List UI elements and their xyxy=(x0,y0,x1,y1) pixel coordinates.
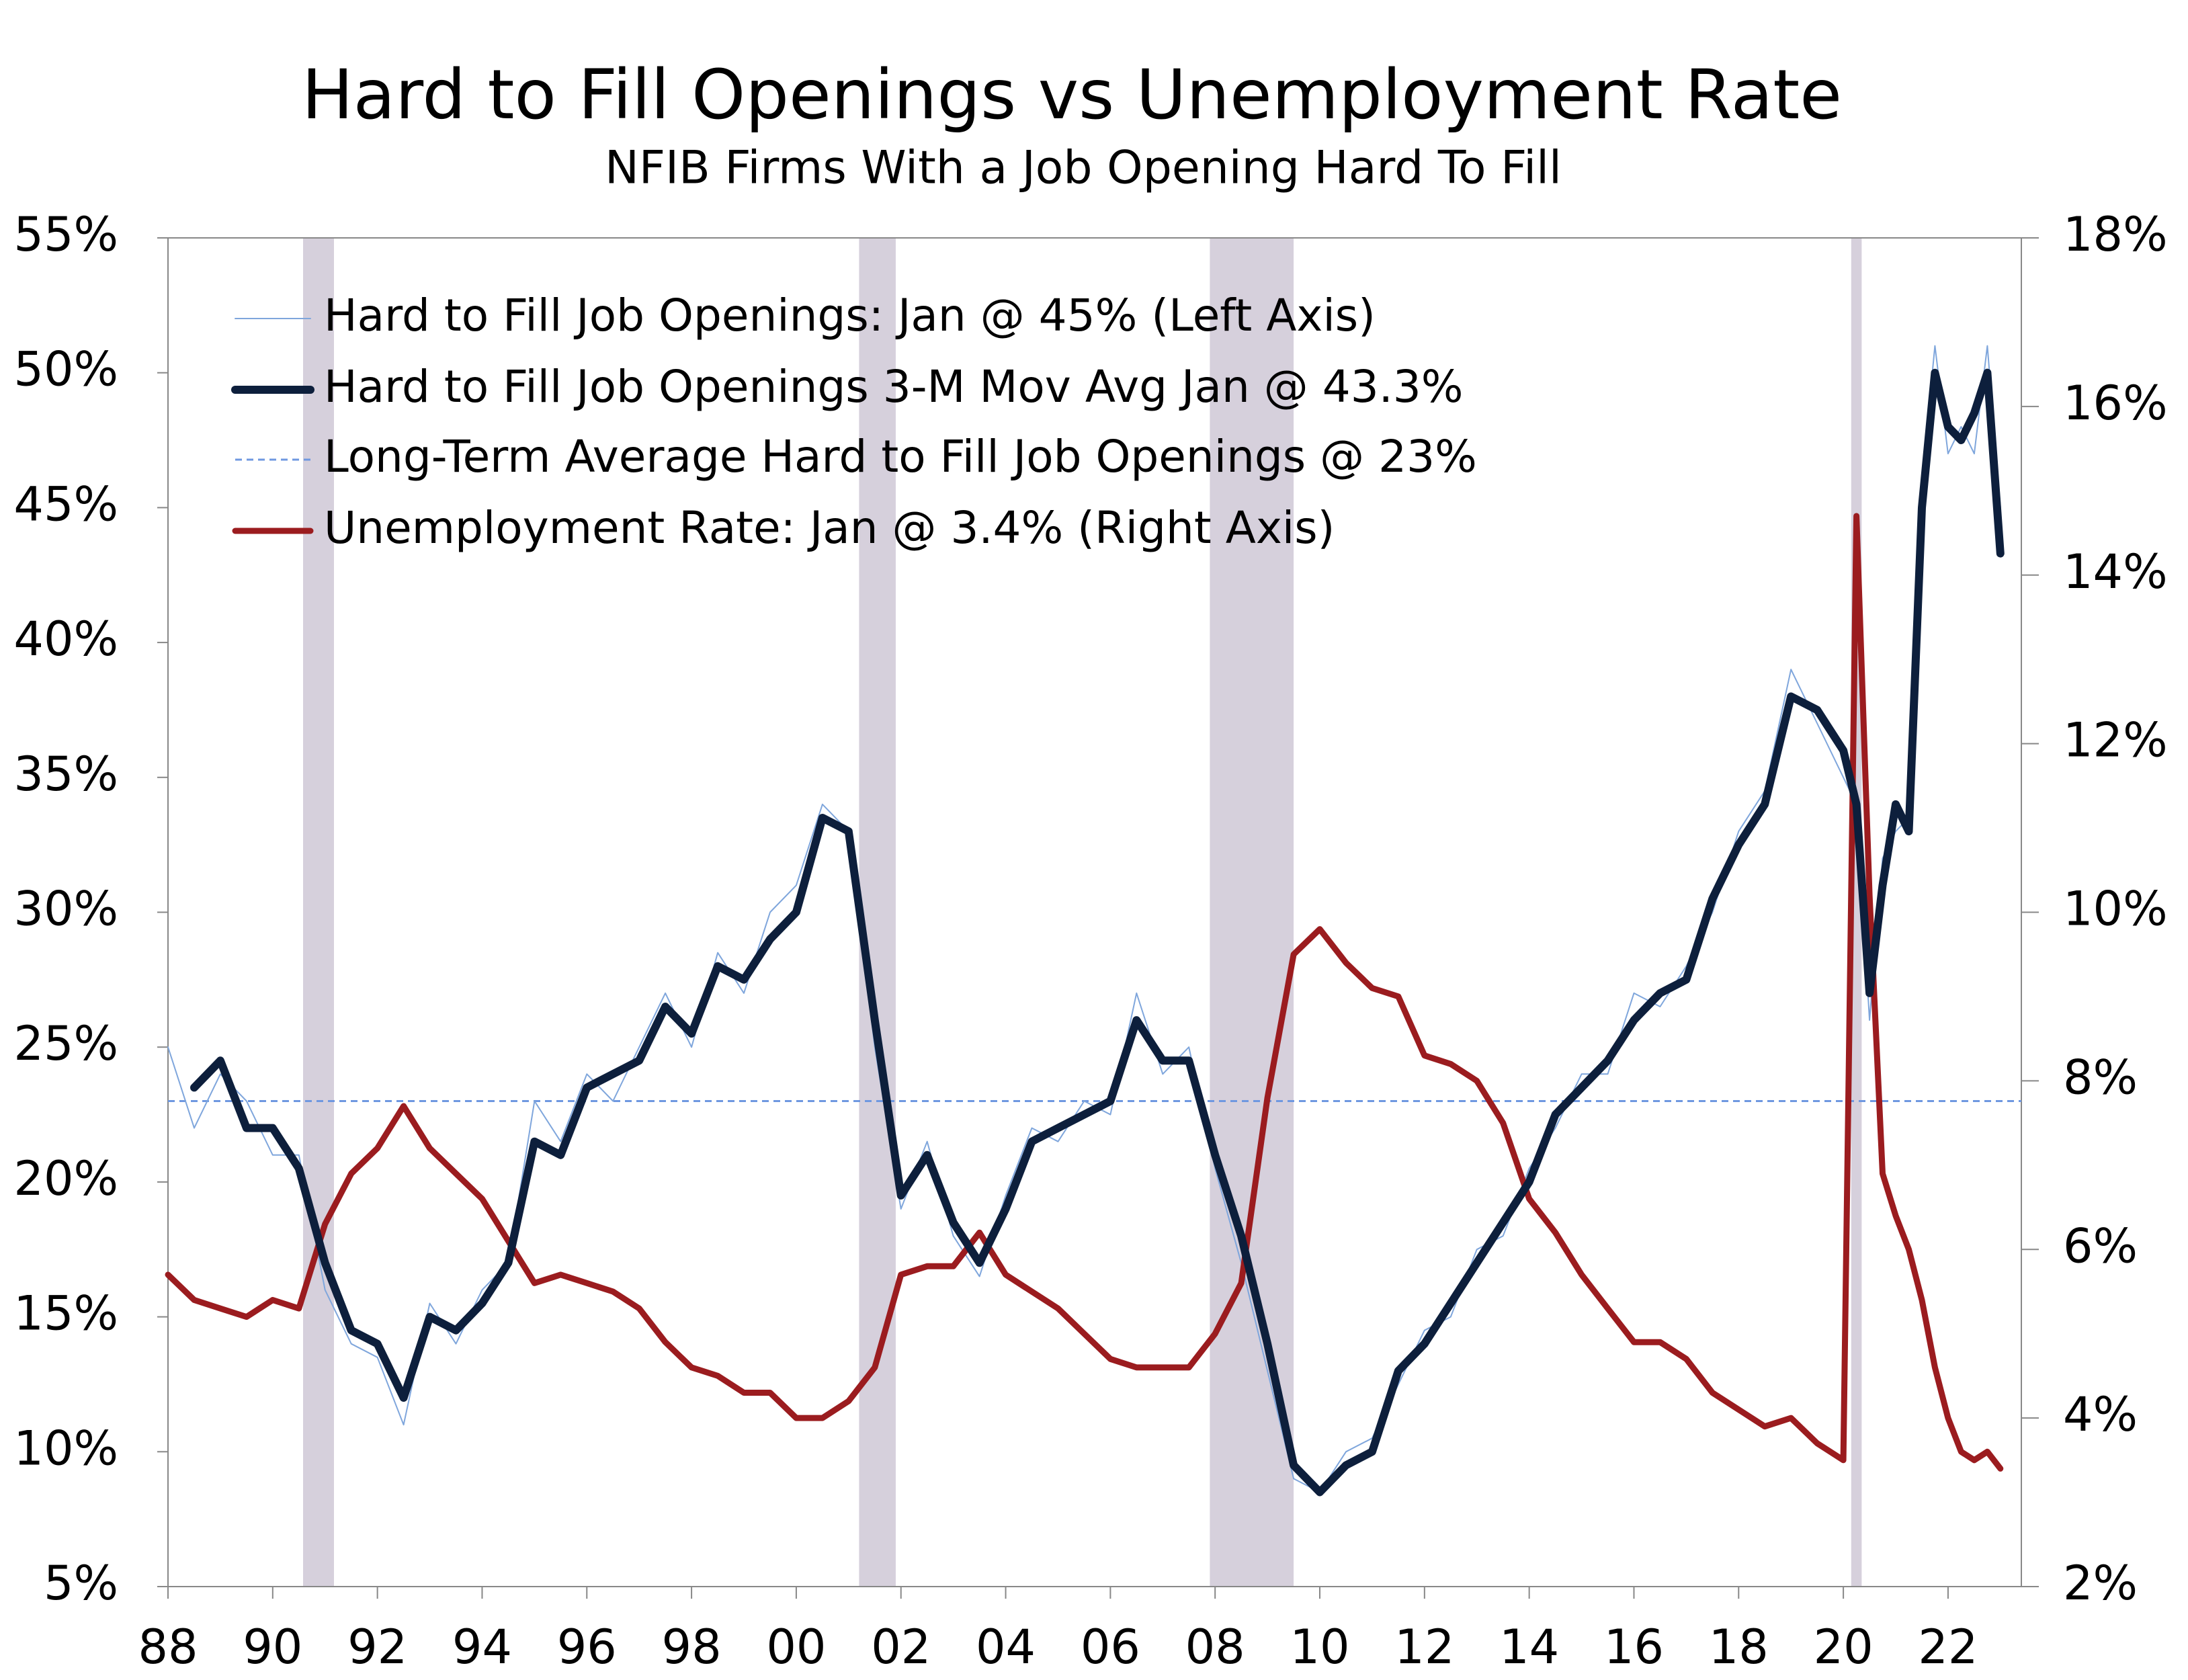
y-tick-label: 5% xyxy=(44,1556,118,1611)
x-tick-label: 06 xyxy=(1081,1620,1140,1675)
y2-tick-label: 8% xyxy=(2063,1050,2138,1105)
x-tick-label: 08 xyxy=(1185,1620,1245,1675)
legend-label: Unemployment Rate: Jan @ 3.4% (Right Axi… xyxy=(324,502,1335,554)
x-tick-label: 96 xyxy=(557,1620,617,1675)
legend-label: Long-Term Average Hard to Fill Job Openi… xyxy=(324,431,1477,482)
y2-tick-label: 10% xyxy=(2063,882,2168,937)
x-tick-label: 98 xyxy=(662,1620,722,1675)
recession-band xyxy=(303,238,334,1587)
x-tick-label: 92 xyxy=(347,1620,407,1675)
y2-tick-label: 14% xyxy=(2063,544,2168,599)
x-tick-label: 10 xyxy=(1290,1620,1349,1675)
legend-label: Hard to Fill Job Openings 3-M Mov Avg Ja… xyxy=(324,361,1463,413)
y2-tick-label: 6% xyxy=(2063,1218,2138,1273)
y-tick-label: 15% xyxy=(13,1286,118,1341)
y2-tick-label: 4% xyxy=(2063,1387,2138,1442)
legend-label: Hard to Fill Job Openings: Jan @ 45% (Le… xyxy=(324,290,1376,341)
y2-tick-label: 12% xyxy=(2063,713,2168,768)
y2-tick-label: 2% xyxy=(2063,1556,2138,1611)
series-line xyxy=(165,513,2004,1472)
x-tick-label: 14 xyxy=(1499,1620,1559,1675)
x-tick-label: 90 xyxy=(243,1620,302,1675)
x-tick-label: 00 xyxy=(766,1620,826,1675)
y-tick-label: 30% xyxy=(13,882,118,937)
x-tick-label: 22 xyxy=(1918,1620,1978,1675)
x-tick-label: 20 xyxy=(1814,1620,1874,1675)
x-tick-label: 88 xyxy=(138,1620,198,1675)
y2-tick-label: 18% xyxy=(2063,207,2168,262)
y-tick-label: 35% xyxy=(13,747,118,802)
y2-tick-label: 16% xyxy=(2063,376,2168,431)
y-tick-label: 20% xyxy=(13,1151,118,1206)
chart-subtitle: NFIB Firms With a Job Opening Hard To Fi… xyxy=(605,142,1562,195)
recession-band xyxy=(1210,238,1294,1587)
y-tick-label: 50% xyxy=(13,342,118,397)
x-tick-label: 18 xyxy=(1709,1620,1769,1675)
x-tick-label: 94 xyxy=(452,1620,512,1675)
series-line xyxy=(190,368,2005,1497)
x-tick-label: 16 xyxy=(1604,1620,1664,1675)
x-tick-label: 12 xyxy=(1394,1620,1454,1675)
y-tick-label: 10% xyxy=(13,1421,118,1476)
y-tick-label: 45% xyxy=(13,476,118,532)
y-tick-label: 40% xyxy=(13,612,118,667)
chart-title: Hard to Fill Openings vs Unemployment Ra… xyxy=(302,55,1842,135)
y-tick-label: 25% xyxy=(13,1016,118,1071)
x-tick-label: 02 xyxy=(871,1620,931,1675)
x-tick-label: 04 xyxy=(976,1620,1036,1675)
y-tick-label: 55% xyxy=(13,207,118,262)
